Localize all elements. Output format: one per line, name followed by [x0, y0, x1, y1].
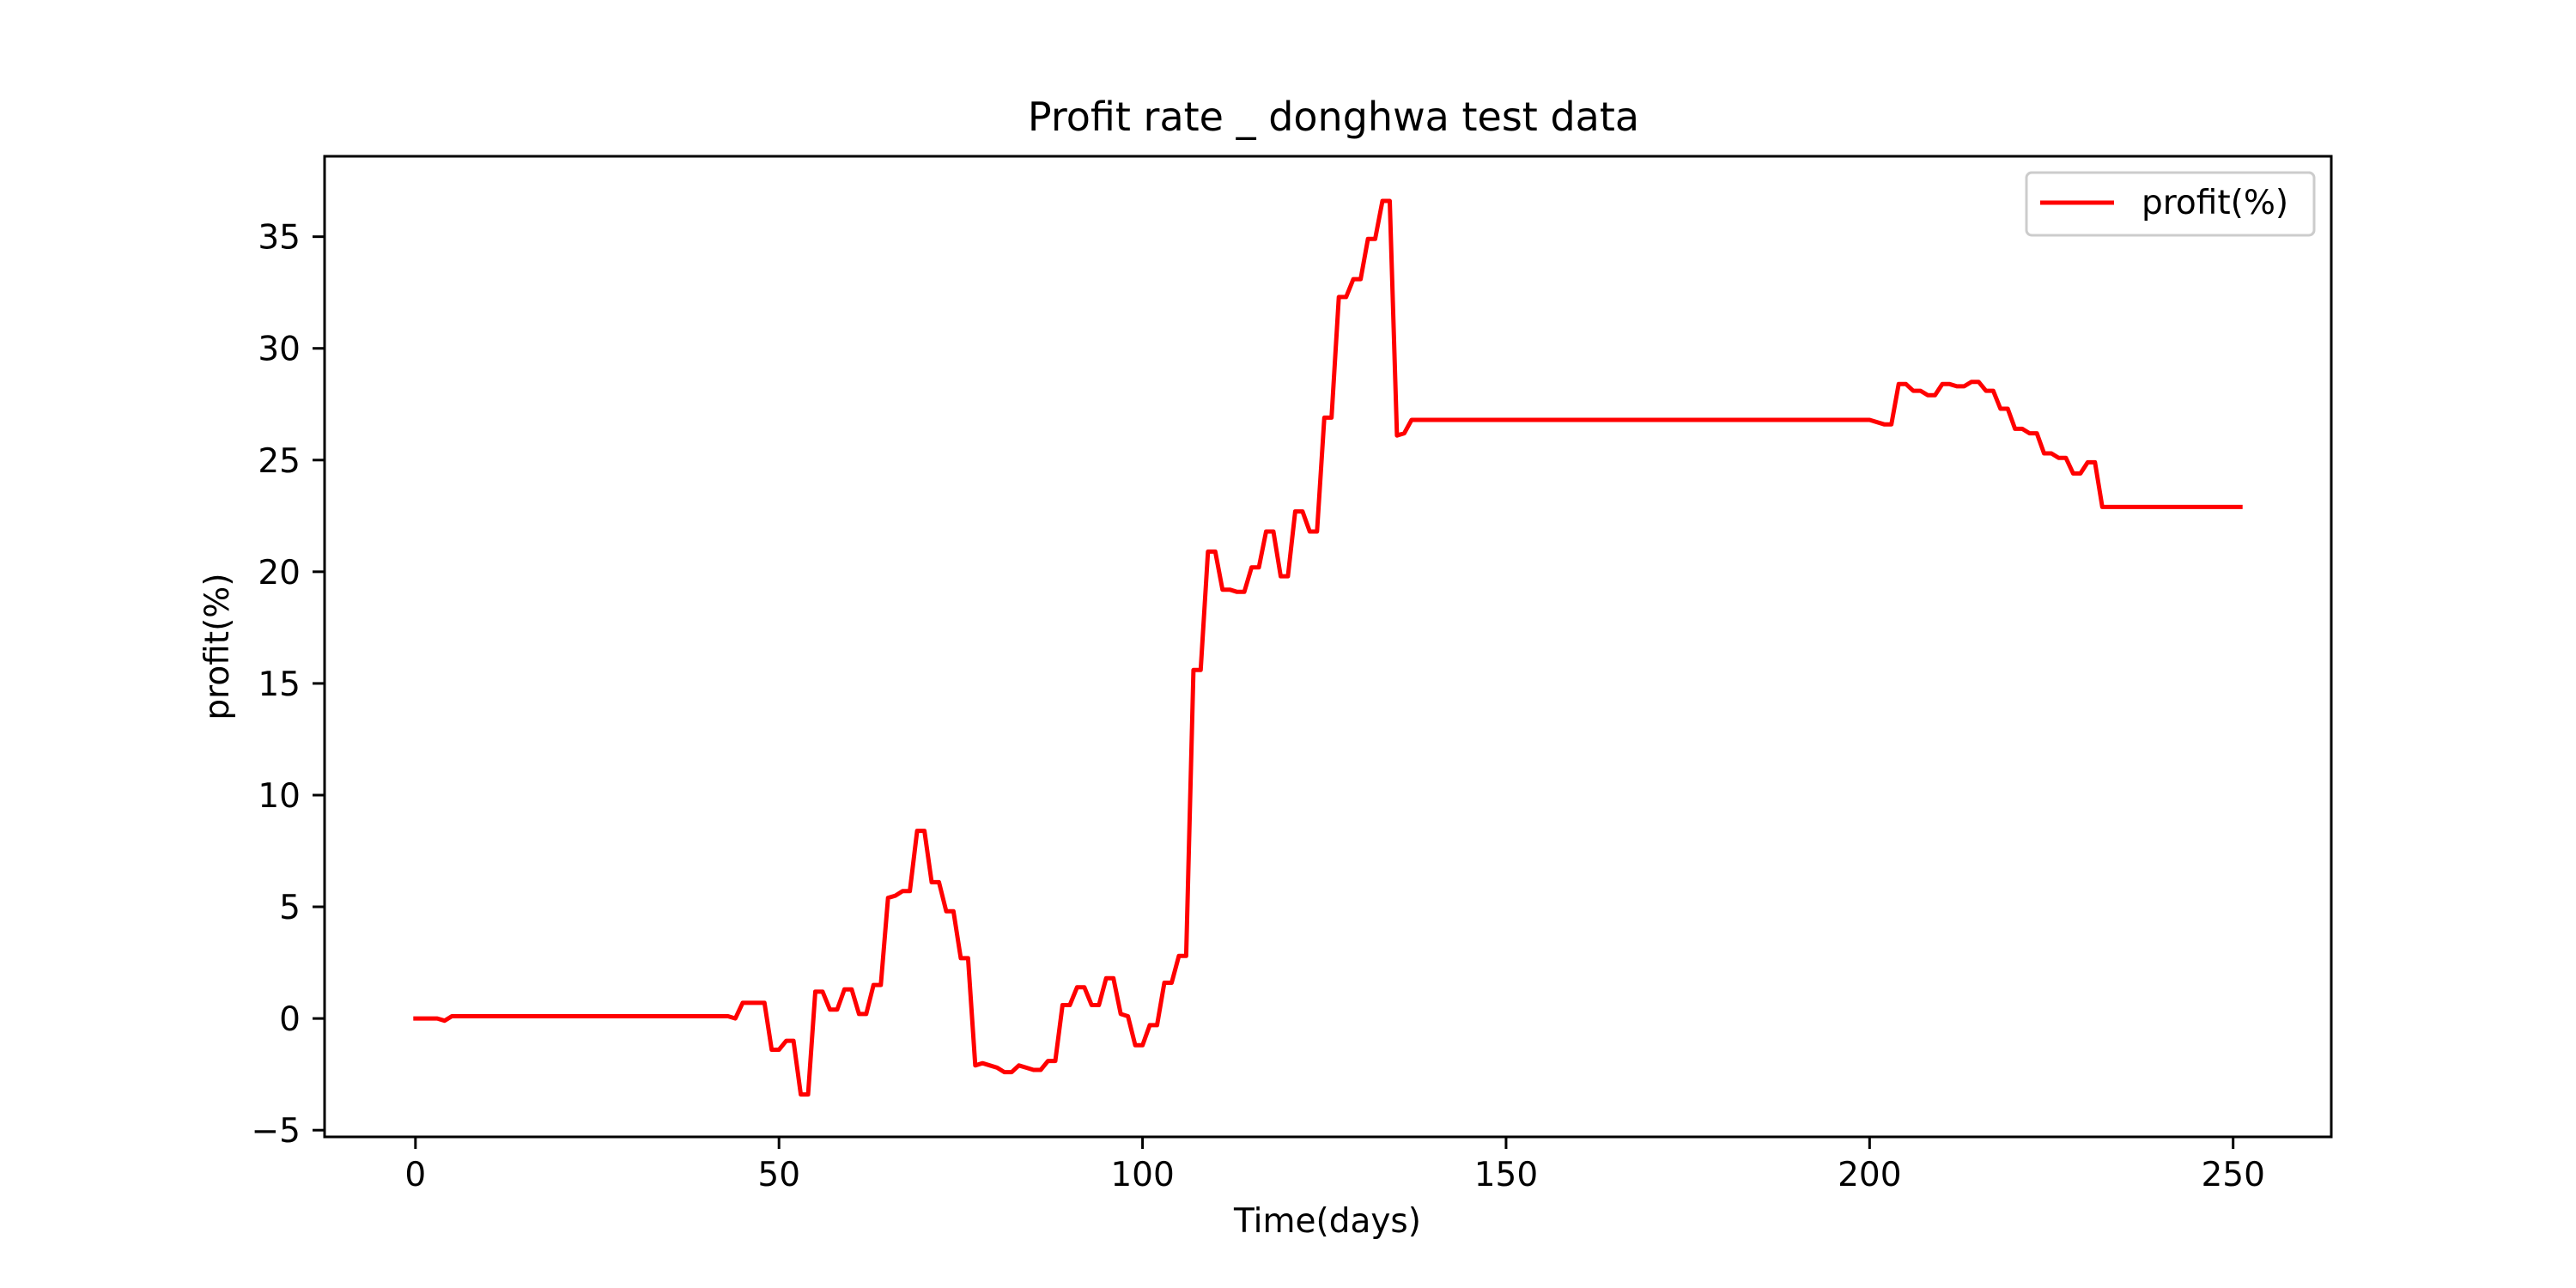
plot-background [325, 156, 2331, 1137]
y-tick-label: 5 [279, 889, 301, 927]
legend-label: profit(%) [2142, 184, 2288, 222]
x-tick-label: 100 [1110, 1156, 1174, 1194]
y-axis-label: profit(%) [198, 573, 237, 720]
x-tick-label: 200 [1838, 1156, 1901, 1194]
y-tick-label: 35 [258, 219, 301, 258]
y-tick-label: 15 [258, 665, 301, 704]
x-tick-label: 50 [757, 1156, 800, 1194]
x-tick-label: 150 [1474, 1156, 1538, 1194]
legend-box [2025, 171, 2316, 237]
y-axis: −5 0 5 10 15 20 25 30 35 [252, 219, 325, 1151]
x-tick-label: 250 [2201, 1156, 2264, 1194]
y-tick-label: 10 [258, 777, 301, 816]
legend: profit(%) [2025, 171, 2316, 237]
y-tick-label: 0 [279, 1000, 301, 1039]
y-tick-label: −5 [252, 1112, 301, 1151]
series-line-profit [413, 198, 2243, 1097]
x-tick-label: 0 [404, 1156, 426, 1194]
y-tick-label: 25 [258, 442, 301, 481]
plot-area [323, 155, 2333, 1139]
y-tick-label: 30 [258, 331, 301, 369]
series-layer [413, 198, 2243, 1097]
plot-frame [323, 155, 2333, 1139]
x-axis-label: Time(days) [1233, 1202, 1421, 1241]
y-tick-label: 20 [258, 554, 301, 592]
chart-title: Profit rate _ donghwa test data [1028, 94, 1639, 140]
x-axis: 0 50 100 150 200 250 [404, 1137, 2265, 1194]
